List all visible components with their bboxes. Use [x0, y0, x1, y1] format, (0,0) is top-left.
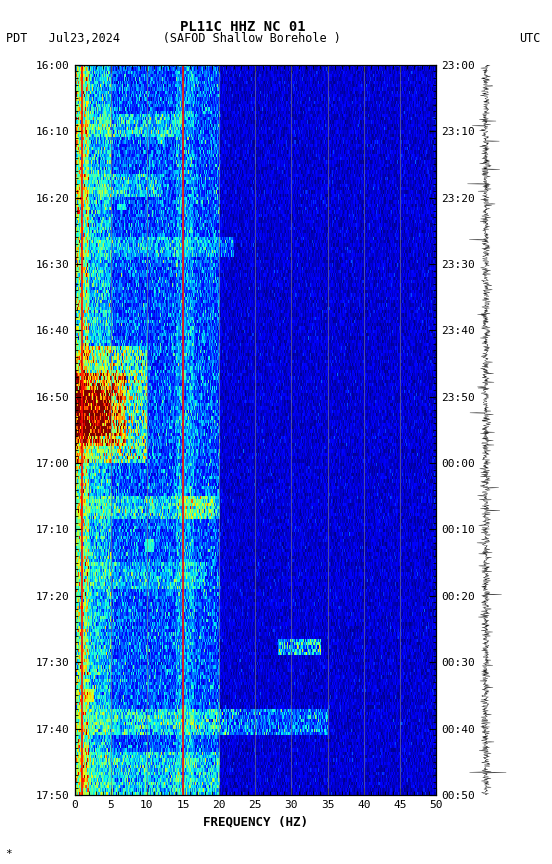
Text: PL11C HHZ NC 01: PL11C HHZ NC 01 [180, 20, 306, 34]
Text: PDT   Jul23,2024      (SAFOD Shallow Borehole ): PDT Jul23,2024 (SAFOD Shallow Borehole ) [6, 32, 341, 45]
Text: UTC: UTC [519, 32, 541, 45]
X-axis label: FREQUENCY (HZ): FREQUENCY (HZ) [203, 816, 308, 829]
Text: *: * [6, 849, 12, 859]
